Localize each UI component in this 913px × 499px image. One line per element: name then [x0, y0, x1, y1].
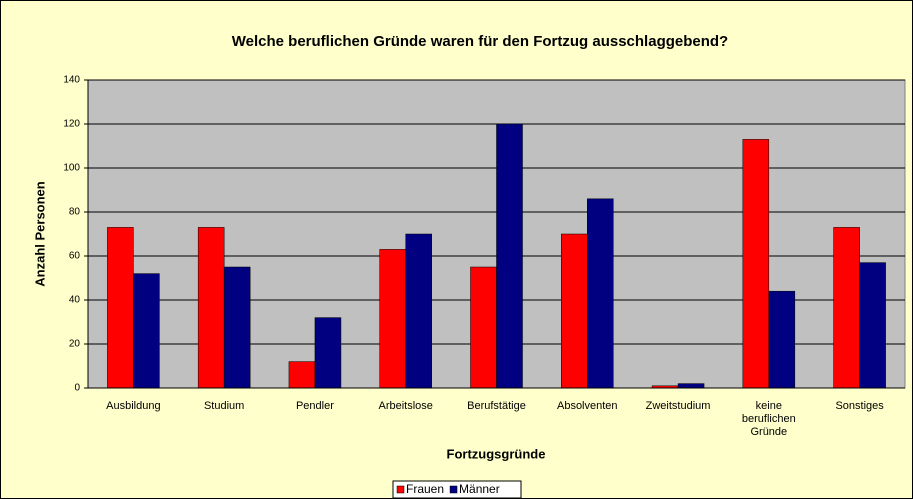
- x-tick-label: Ausbildung: [106, 400, 161, 412]
- bar: [677, 383, 705, 389]
- y-tick-label: 40: [69, 295, 81, 306]
- bar: [470, 266, 497, 389]
- bar: [288, 361, 316, 389]
- y-axis-title: Anzahl Personen: [32, 181, 47, 287]
- x-tick-label: Sonstiges: [835, 400, 884, 412]
- legend-label: Männer: [459, 482, 500, 496]
- bar: [742, 139, 770, 389]
- bar: [859, 262, 886, 389]
- y-tick-label: 0: [74, 383, 80, 394]
- bar: [197, 227, 225, 389]
- x-tick-label: Pendler: [295, 400, 334, 412]
- legend-swatch: [396, 485, 405, 494]
- y-tick-label: 140: [63, 75, 80, 86]
- bar: [107, 227, 134, 389]
- bar: [405, 233, 432, 389]
- x-tick-label: keine beruflichen Gründe: [741, 400, 796, 438]
- x-tick-label: Arbeitslose: [378, 400, 433, 412]
- bar: [768, 290, 796, 389]
- y-tick-label: 20: [69, 339, 81, 350]
- y-tick-label: 120: [63, 119, 80, 130]
- x-tick-label: Zweitstudium: [645, 400, 711, 412]
- chart-title: Welche beruflichen Gründe waren für den …: [232, 33, 728, 50]
- legend-label: Frauen: [406, 482, 444, 496]
- x-tick-label: Berufstätige: [467, 400, 526, 412]
- bar: [833, 227, 860, 389]
- y-tick-label: 60: [69, 251, 81, 262]
- bar: [379, 249, 406, 389]
- y-tick-label: 80: [69, 207, 81, 218]
- bar: [133, 273, 160, 389]
- x-axis-title: Fortzugsgründe: [447, 446, 546, 461]
- y-tick-label: 100: [63, 163, 80, 174]
- bar: [223, 266, 251, 389]
- bar: [587, 198, 614, 389]
- x-tick-label: Absolventen: [556, 400, 618, 412]
- bar: [496, 123, 523, 389]
- bar: [314, 317, 342, 389]
- bar: [561, 233, 588, 389]
- x-tick-label: Studium: [203, 400, 245, 412]
- legend-swatch: [449, 485, 458, 494]
